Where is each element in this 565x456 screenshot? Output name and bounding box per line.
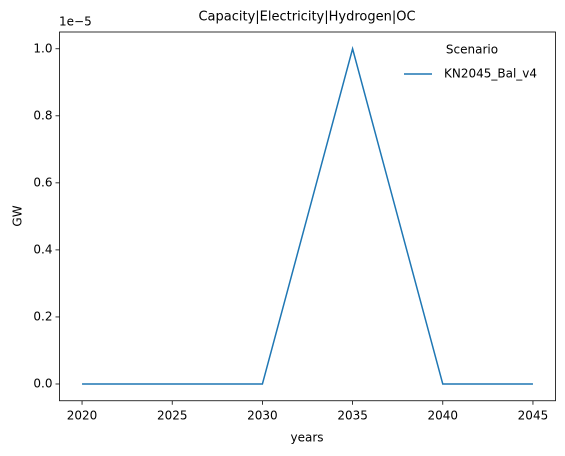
y-offset-label: 1e−5 [59,15,92,29]
y-tick-label: 0.6 [33,175,52,189]
x-tick-label: 2040 [427,408,458,422]
line [82,45,533,385]
x-tick-label: 2035 [337,408,368,422]
plot-frame [59,31,556,402]
legend-title: Scenario [446,43,498,57]
x-tick-label: 2045 [518,408,549,422]
y-tick-label: 0.2 [33,309,52,323]
legend-label: KN2045_Bal_v4 [444,67,537,81]
y-tick-label: 0.0 [33,376,52,390]
x-tick-label: 2030 [247,408,278,422]
y-axis-label: GW [11,205,25,226]
y-tick-label: 0.4 [33,242,52,256]
y-tick-label: 0.8 [33,108,52,122]
chart-title: Capacity|Electricity|Hydrogen|OC [198,10,415,25]
x-tick-label: 2020 [67,408,98,422]
x-tick-label: 2025 [157,408,188,422]
y-tick-label: 1.0 [33,41,52,55]
x-axis-label: years [290,431,323,445]
